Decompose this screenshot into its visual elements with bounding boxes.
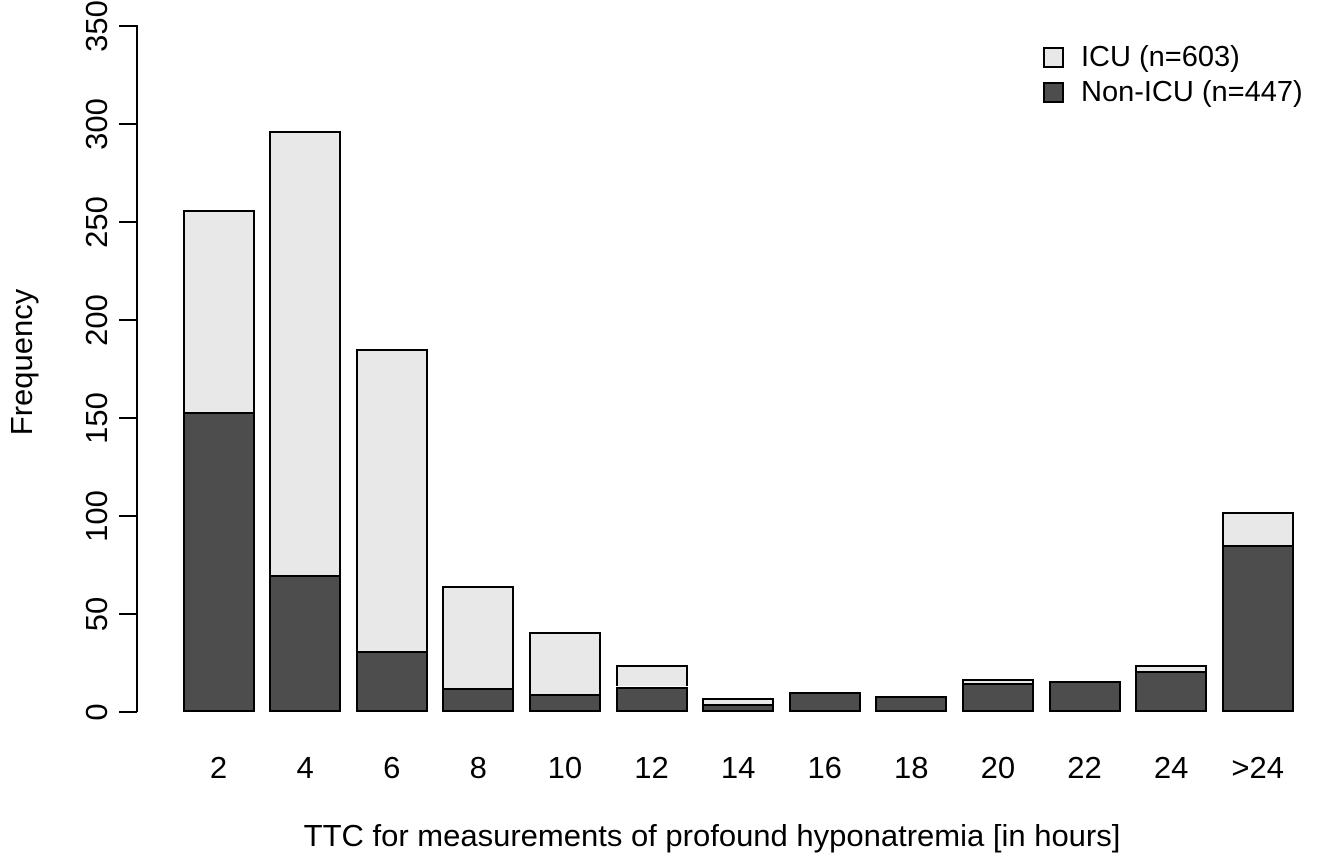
bar-segment-non-icu: [442, 688, 515, 712]
bar-segment-icu: [1135, 664, 1208, 671]
y-tick: [119, 318, 137, 321]
bar-segment-icu: [182, 209, 255, 412]
bar-segment-non-icu: [875, 696, 948, 712]
y-tick: [119, 514, 137, 517]
y-tick: [119, 24, 137, 27]
x-tick-label: 20: [980, 750, 1016, 785]
x-tick-label: 8: [469, 750, 487, 785]
non-icu-swatch-icon: [1043, 81, 1064, 103]
bar-segment-non-icu: [1221, 545, 1294, 712]
y-tick-label: 350: [79, 0, 114, 52]
bar-segment-icu: [442, 586, 515, 689]
bar-segment-non-icu: [615, 686, 688, 712]
y-axis-title: Frequency: [4, 288, 39, 436]
y-tick: [119, 612, 137, 615]
x-tick-label: 22: [1067, 750, 1102, 785]
legend-item-icu: ICU (n=603): [1043, 41, 1303, 73]
bar-segment-non-icu: [355, 651, 428, 712]
x-tick-label: 18: [894, 750, 929, 785]
y-axis-line: [136, 25, 138, 712]
bar-segment-icu: [355, 349, 428, 652]
bar-segment-non-icu: [788, 692, 861, 712]
bar-segment-non-icu: [269, 574, 342, 712]
bar-segment-non-icu: [961, 682, 1034, 712]
x-tick-label: 4: [296, 750, 314, 785]
y-tick-label: 150: [79, 391, 114, 444]
x-tick-label: >24: [1231, 750, 1284, 785]
x-tick-label: 14: [720, 750, 756, 785]
bar-segment-non-icu: [182, 411, 255, 712]
y-tick: [119, 122, 137, 125]
y-tick: [119, 220, 137, 223]
legend-label-icu: ICU (n=603): [1081, 40, 1240, 73]
x-tick-label: 16: [807, 750, 842, 785]
y-tick-label: 0: [79, 703, 114, 721]
x-tick-label: 12: [634, 750, 669, 785]
bar-segment-icu: [1221, 511, 1294, 546]
icu-swatch-icon: [1043, 46, 1064, 68]
y-tick-label: 50: [79, 596, 114, 632]
legend: ICU (n=603) Non-ICU (n=447): [1043, 41, 1303, 114]
bar-segment-icu: [269, 131, 342, 575]
bar-segment-icu: [615, 664, 688, 687]
bar-segment-icu: [702, 698, 775, 705]
bar-segment-non-icu: [1135, 670, 1208, 712]
bar-segment-non-icu: [702, 704, 775, 712]
bar-segment-non-icu: [1048, 680, 1121, 712]
x-tick-label: 2: [209, 750, 228, 785]
y-tick-label: 300: [79, 97, 114, 150]
legend-item-non-icu: Non-ICU (n=447): [1043, 76, 1303, 108]
bar-segment-non-icu: [528, 694, 601, 712]
bar-segment-icu: [961, 678, 1034, 683]
bar-segment-icu: [528, 631, 601, 695]
x-tick-label: 10: [547, 750, 583, 785]
x-tick-label: 24: [1153, 750, 1189, 785]
y-tick-label: 250: [79, 195, 114, 248]
y-tick-label: 100: [79, 489, 114, 542]
legend-label-non-icu: Non-ICU (n=447): [1081, 75, 1303, 108]
y-tick-label: 200: [79, 293, 114, 346]
x-tick-label: 6: [383, 750, 401, 785]
x-axis-title: TTC for measurements of profound hyponat…: [303, 818, 1121, 853]
y-tick: [119, 416, 137, 419]
y-tick: [119, 711, 137, 713]
